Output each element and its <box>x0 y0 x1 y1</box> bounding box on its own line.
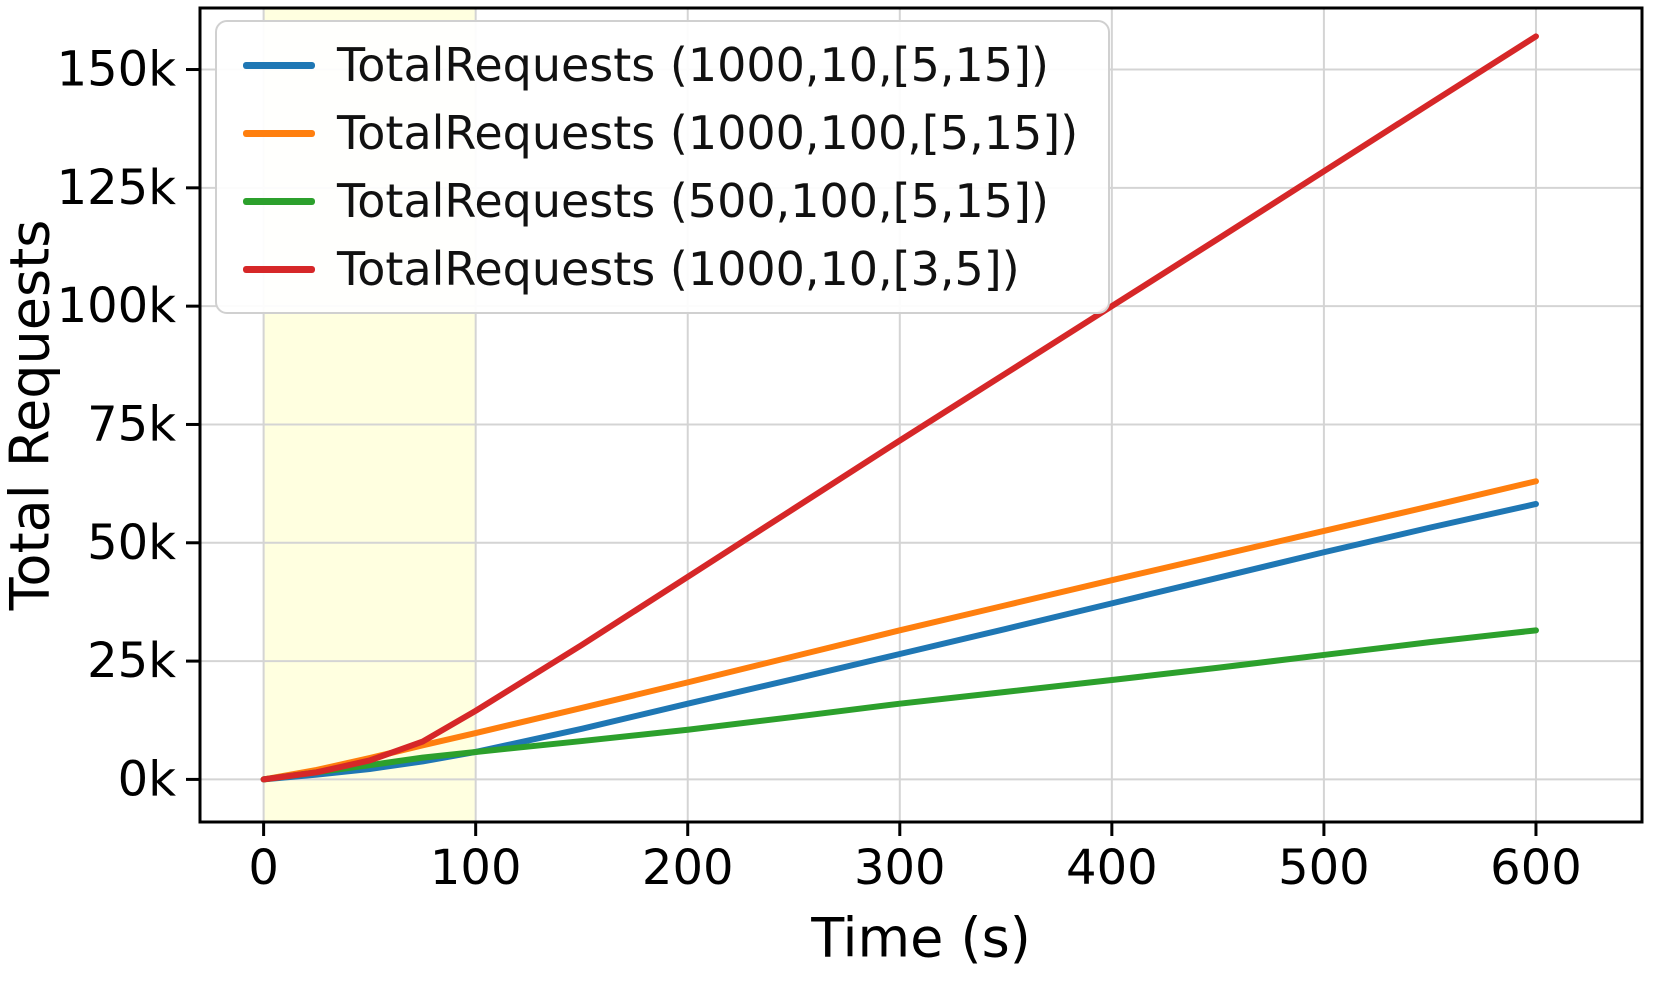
y-tick-label: 150k <box>57 42 177 98</box>
y-tick-label: 75k <box>87 396 176 452</box>
legend-swatch <box>243 129 315 137</box>
series-line <box>260 33 1539 783</box>
y-tick-label: 100k <box>57 278 177 334</box>
x-tick-label: 600 <box>1490 840 1582 896</box>
legend-item: TotalRequests (1000,10,[5,15]) <box>243 38 1078 92</box>
legend-label: TotalRequests (1000,100,[5,15]) <box>337 106 1079 160</box>
y-tick-label: 50k <box>87 515 176 571</box>
legend-label: TotalRequests (1000,10,[5,15]) <box>337 38 1049 92</box>
x-tick-label: 200 <box>642 840 734 896</box>
y-tick-label: 0k <box>118 751 177 807</box>
legend-item: TotalRequests (1000,10,[3,5]) <box>243 242 1078 296</box>
series-line <box>260 627 1539 783</box>
series-line <box>260 500 1539 783</box>
y-tick-label: 25k <box>87 633 176 689</box>
legend-label: TotalRequests (1000,10,[3,5]) <box>337 242 1020 296</box>
legend-label: TotalRequests (500,100,[5,15]) <box>337 174 1049 228</box>
legend-swatch <box>243 197 315 205</box>
y-axis-label: Total Requests <box>0 219 62 611</box>
x-tick-label: 0 <box>248 840 279 896</box>
legend-swatch <box>243 61 315 69</box>
x-tick-label: 500 <box>1278 840 1370 896</box>
plot-border <box>198 6 1644 824</box>
legend: TotalRequests (1000,10,[5,15]) TotalReque… <box>215 20 1111 314</box>
x-tick-label: 300 <box>854 840 946 896</box>
legend-swatch <box>243 265 315 273</box>
x-axis-label: Time (s) <box>811 906 1031 970</box>
y-tick-label: 125k <box>57 160 177 216</box>
legend-item: TotalRequests (500,100,[5,15]) <box>243 174 1078 228</box>
x-tick-label: 100 <box>430 840 522 896</box>
x-tick-label: 400 <box>1066 840 1158 896</box>
legend-item: TotalRequests (1000,100,[5,15]) <box>243 106 1078 160</box>
